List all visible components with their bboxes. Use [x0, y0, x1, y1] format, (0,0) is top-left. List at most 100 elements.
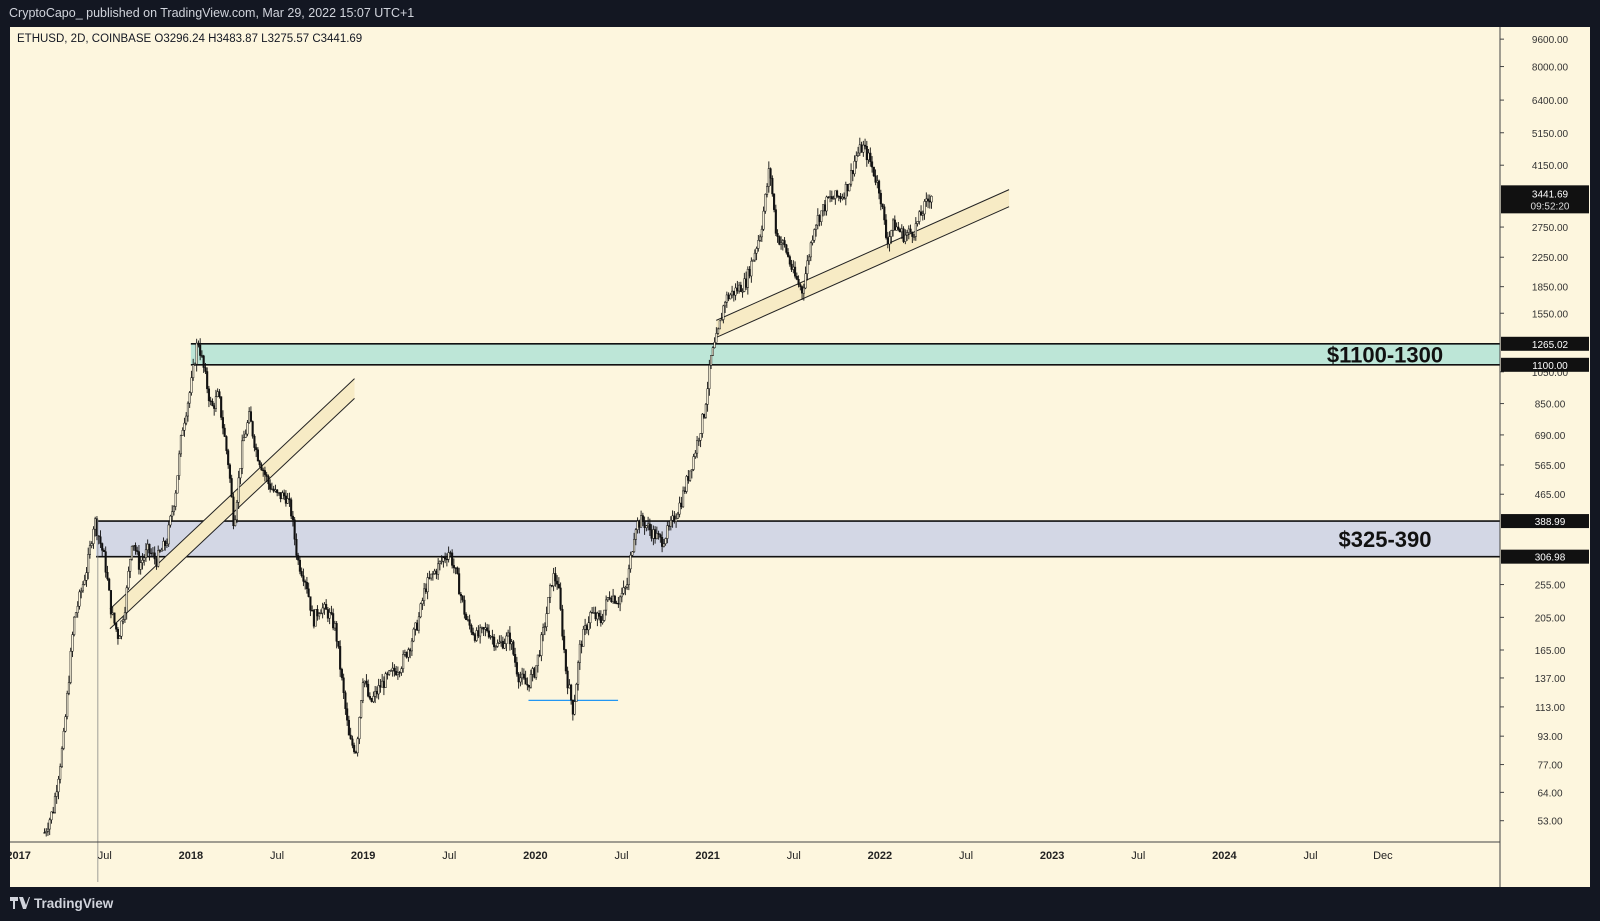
candle-body	[274, 489, 277, 492]
candle-body	[81, 584, 84, 592]
candle-body	[258, 460, 261, 466]
candle-body	[246, 422, 249, 435]
candle-body	[815, 224, 818, 230]
candle-body	[407, 649, 410, 658]
chart-panel[interactable]: $1100-1300 $325-390 9600.00 8000.00 6400.00…	[10, 27, 1590, 887]
candle-body	[52, 811, 55, 813]
y-tick-label: 113.00	[1535, 703, 1565, 714]
candle-body	[766, 186, 769, 195]
candle-body	[178, 453, 181, 476]
candle-body	[739, 284, 742, 292]
candle-body	[237, 477, 240, 503]
candle-body	[883, 206, 886, 221]
candle-body	[608, 597, 611, 599]
candle-body	[430, 573, 433, 579]
candle-body	[132, 545, 135, 547]
y-tick-label: 6400.00	[1532, 96, 1569, 107]
candle-body	[822, 204, 825, 212]
candle-body	[864, 144, 867, 147]
candle-body	[83, 580, 86, 585]
chart-svg[interactable]: $1100-1300 $325-390 9600.00 8000.00 6400.00…	[10, 27, 1590, 887]
candle-body	[624, 587, 627, 589]
candle-body	[333, 623, 336, 629]
candle-body	[165, 543, 168, 546]
candle-body	[291, 515, 294, 521]
candle-body	[410, 640, 413, 652]
candle-body	[116, 628, 119, 639]
x-tick-label: 2019	[351, 850, 375, 862]
candle-body	[717, 328, 720, 334]
candle-body	[363, 680, 366, 683]
candle-body	[267, 476, 270, 485]
y-tick-label: 465.00	[1535, 490, 1566, 501]
candle-body	[307, 588, 310, 597]
candle-body	[823, 204, 826, 212]
candle-body	[839, 196, 842, 199]
tradingview-brand[interactable]: TradingView	[10, 896, 113, 912]
candle-body	[204, 367, 207, 372]
candle-body	[344, 692, 347, 709]
candle-body	[599, 616, 602, 624]
candle-body	[351, 738, 354, 746]
candle-body	[416, 622, 419, 631]
candle-body	[405, 652, 408, 658]
candle-body	[269, 483, 272, 490]
candle-body	[346, 708, 349, 721]
candle-body	[554, 573, 557, 582]
candle-body	[445, 558, 448, 561]
candle-body	[762, 210, 765, 230]
candle-body	[710, 355, 713, 366]
candle-body	[409, 649, 412, 652]
candle-body	[76, 605, 79, 614]
candle-body	[799, 284, 802, 287]
candle-body	[90, 543, 93, 546]
candle-body	[834, 190, 837, 199]
candle-body	[312, 610, 315, 627]
candle-body	[627, 568, 630, 586]
candle-body	[239, 468, 242, 479]
channel-upper-line-1	[716, 189, 1010, 321]
candle-body	[582, 629, 585, 647]
candle-body	[498, 641, 501, 644]
candle-body	[382, 680, 385, 688]
candle-body	[860, 144, 863, 153]
candle-body	[556, 580, 559, 585]
y-tick-label: 64.00	[1537, 788, 1562, 799]
candle-body	[412, 628, 415, 642]
candle-body	[57, 778, 60, 793]
candle-body	[67, 682, 70, 694]
candle-body	[115, 623, 118, 630]
candle-body	[780, 242, 783, 245]
candle-body	[792, 266, 795, 270]
candle-body	[538, 654, 541, 657]
candle-body	[230, 478, 233, 498]
x-tick-label: Jul	[270, 850, 284, 862]
candle-body	[73, 616, 76, 635]
candle-body	[696, 440, 699, 454]
candle-body	[396, 672, 399, 676]
candle-body	[297, 555, 300, 561]
candle-body	[216, 391, 219, 397]
candle-body	[921, 213, 924, 216]
candle-body	[843, 196, 846, 199]
candle-body	[729, 294, 732, 300]
candle-body	[648, 523, 651, 531]
candle-body	[358, 717, 361, 740]
candle-body	[480, 627, 483, 629]
candle-body	[748, 268, 751, 277]
candle-body	[235, 501, 238, 521]
candle-body	[550, 585, 553, 587]
candle-body	[664, 538, 667, 544]
candle-body	[850, 170, 853, 185]
candle-body	[431, 573, 434, 575]
candle-body	[645, 525, 648, 528]
candle-body	[335, 623, 338, 642]
candle-body	[746, 268, 749, 288]
candle-body	[185, 415, 188, 424]
candle-body	[878, 180, 881, 194]
channel-lower-line-1	[716, 206, 1010, 338]
y-tick-label: 53.00	[1537, 817, 1562, 828]
candle-body	[304, 581, 307, 583]
candle-body	[741, 291, 744, 293]
candle-body	[55, 791, 58, 797]
